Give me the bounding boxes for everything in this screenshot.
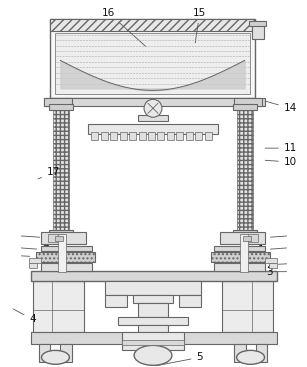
Bar <box>167 132 174 140</box>
Bar <box>91 132 98 140</box>
Bar <box>41 246 92 251</box>
Bar <box>214 246 266 251</box>
Bar <box>243 236 251 241</box>
Bar <box>58 234 66 272</box>
Bar <box>133 295 173 302</box>
Ellipse shape <box>134 345 172 365</box>
Bar <box>101 132 108 140</box>
Bar <box>242 234 258 242</box>
Bar <box>120 132 126 140</box>
Bar <box>179 295 201 306</box>
Text: 3: 3 <box>266 267 287 277</box>
Bar <box>110 132 117 140</box>
Text: 8: 8 <box>258 233 287 243</box>
Bar <box>36 252 95 262</box>
Bar <box>270 263 278 268</box>
Bar <box>220 232 266 244</box>
Ellipse shape <box>41 350 69 364</box>
Bar <box>45 98 72 106</box>
Bar <box>255 344 267 362</box>
Bar <box>33 281 84 333</box>
Bar <box>122 333 184 350</box>
Bar <box>41 232 86 244</box>
Bar <box>222 281 274 333</box>
Bar <box>157 132 165 140</box>
Bar <box>31 333 278 344</box>
Text: 11: 11 <box>265 143 297 153</box>
Bar <box>88 124 218 134</box>
Bar <box>177 132 183 140</box>
Bar <box>138 115 168 121</box>
Bar <box>49 230 73 236</box>
Bar <box>56 236 64 241</box>
Text: 14: 14 <box>265 101 297 113</box>
Bar <box>233 230 257 236</box>
Bar <box>129 132 136 140</box>
Bar <box>105 281 201 295</box>
Bar <box>205 132 212 140</box>
Text: 4: 4 <box>13 309 36 324</box>
Bar <box>53 106 69 236</box>
Text: 7: 7 <box>21 245 49 255</box>
Circle shape <box>144 99 162 117</box>
Ellipse shape <box>237 350 265 364</box>
Bar <box>41 263 92 271</box>
Text: 16: 16 <box>102 8 146 47</box>
Bar <box>29 263 37 268</box>
Bar <box>31 271 278 281</box>
Text: 1: 1 <box>258 245 287 255</box>
Bar <box>138 302 168 317</box>
Bar <box>29 258 41 263</box>
Text: 15: 15 <box>193 8 206 43</box>
Bar <box>234 98 262 106</box>
Bar <box>105 295 127 306</box>
Bar <box>251 21 263 39</box>
Bar <box>60 344 72 362</box>
Text: 5: 5 <box>156 352 203 366</box>
Text: 9: 9 <box>21 233 52 243</box>
Text: 2: 2 <box>266 260 287 270</box>
Bar <box>186 132 193 140</box>
Bar <box>118 317 188 326</box>
Bar <box>138 326 168 344</box>
Bar <box>148 132 155 140</box>
Bar <box>49 104 73 110</box>
Bar <box>239 234 247 272</box>
Bar <box>122 341 184 345</box>
Bar <box>249 21 266 26</box>
Bar <box>266 258 278 263</box>
Bar <box>50 19 255 30</box>
Text: 10: 10 <box>265 157 297 167</box>
Bar <box>234 344 246 362</box>
Bar <box>195 132 202 140</box>
Bar <box>50 19 255 98</box>
Bar <box>233 104 257 110</box>
Bar <box>49 234 64 242</box>
Bar <box>56 33 250 94</box>
Text: 17: 17 <box>38 167 60 179</box>
Bar <box>45 98 266 106</box>
Text: 6: 6 <box>21 252 42 262</box>
Bar <box>214 263 266 271</box>
Bar <box>237 106 253 236</box>
Bar <box>138 132 146 140</box>
Bar <box>38 344 50 362</box>
Bar <box>211 252 270 262</box>
